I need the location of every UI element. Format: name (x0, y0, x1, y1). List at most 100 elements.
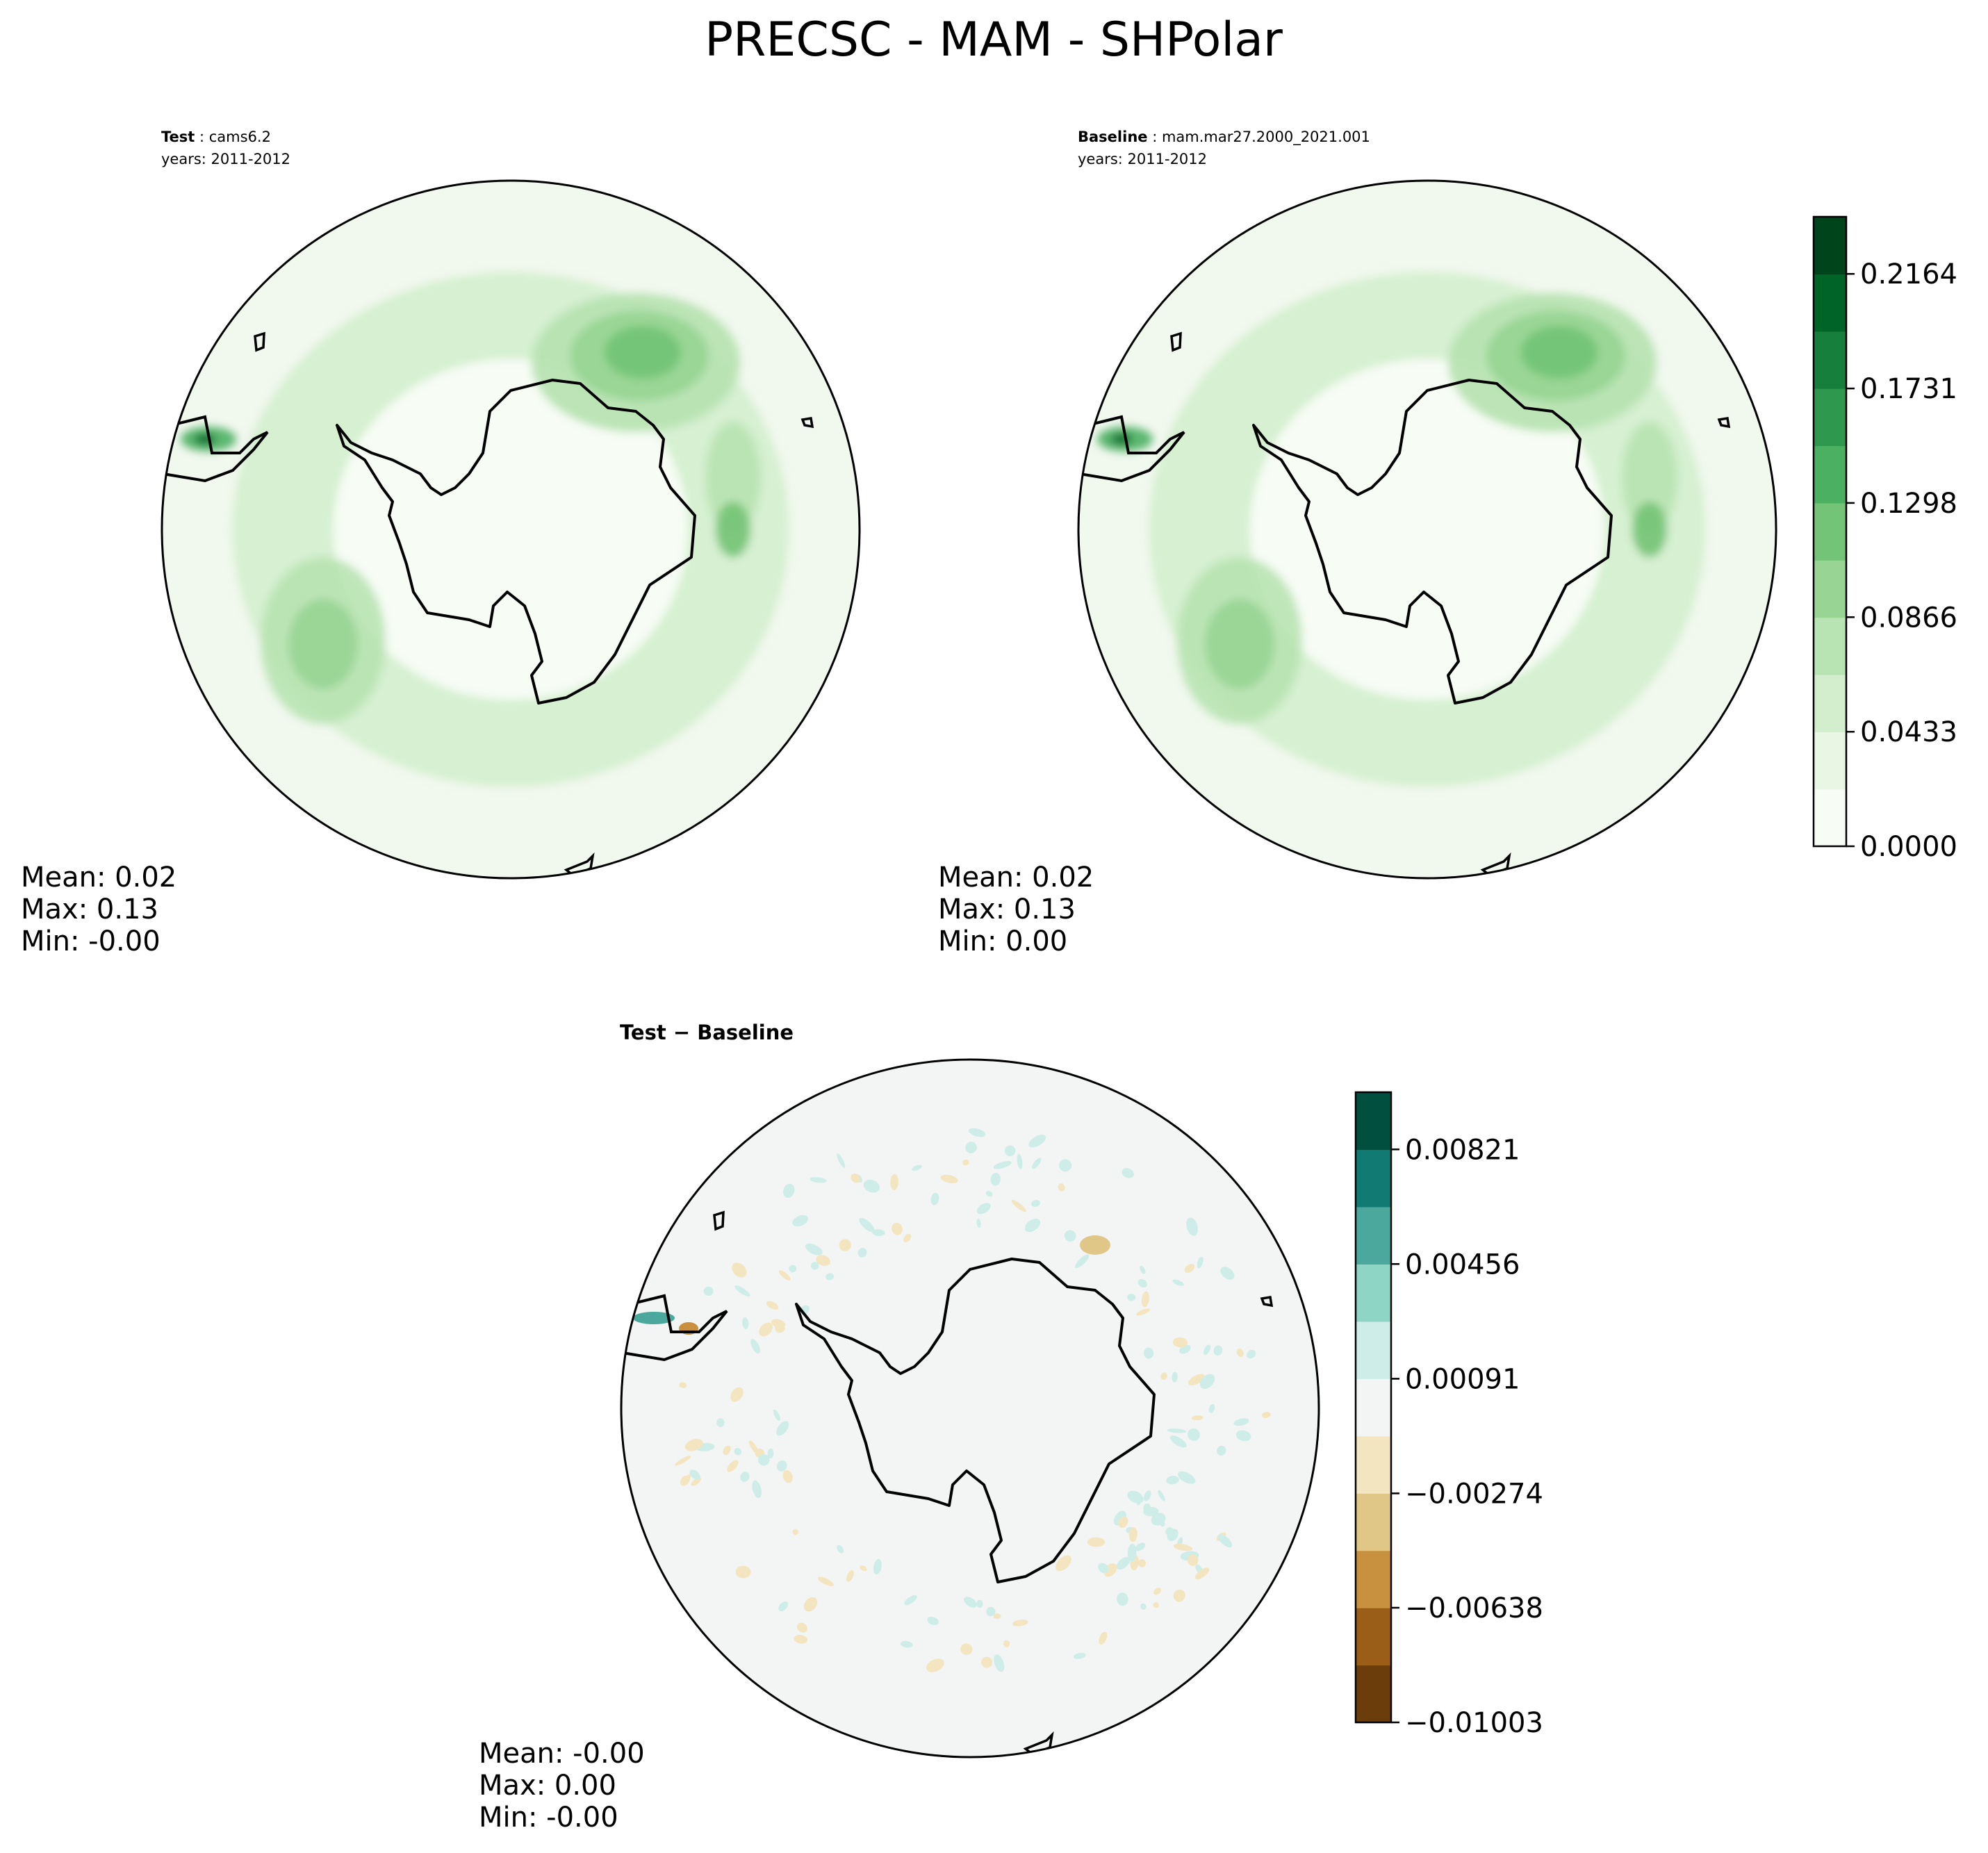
difference-coastline-antarctica (795, 1258, 1156, 1583)
difference-field-patch (976, 1203, 991, 1214)
baseline-coastline-south-america (1078, 415, 1185, 483)
difference-field-patch (1031, 1158, 1042, 1169)
difference-colorbar-segment (1356, 1149, 1391, 1208)
difference-field-patch (1169, 1435, 1187, 1448)
difference-field-patch (776, 1460, 787, 1472)
baseline-map-field (1078, 181, 1776, 878)
difference-field-patch (860, 1565, 867, 1572)
main-colorbar-segment (1814, 388, 1846, 447)
difference-field-patch (679, 1382, 687, 1388)
difference-field-patch (1158, 1490, 1165, 1501)
difference-field-patch (927, 1616, 939, 1625)
baseline-coastline-antarctica (1252, 379, 1613, 705)
main-colorbar-segment (1814, 617, 1846, 675)
difference-field-patch (810, 1261, 819, 1270)
difference-colorbar-segment (1356, 1321, 1391, 1379)
difference-field-patch (792, 1529, 798, 1535)
difference-field-patch (730, 1387, 744, 1402)
difference-field-patch (1199, 1374, 1215, 1389)
difference-field-patch (776, 1421, 789, 1436)
main-colorbar-tick-label: 0.0866 (1860, 602, 1957, 634)
main-colorbar-tick-label: 0.1298 (1860, 488, 1957, 520)
test-field-contour-11 (195, 434, 215, 444)
difference-field-patch (903, 1233, 912, 1243)
difference-field-patch (863, 1179, 880, 1193)
difference-field-patch (740, 1472, 750, 1482)
difference-field-patch (1127, 1543, 1137, 1562)
difference-field-patch (1236, 1348, 1244, 1357)
difference-field-patch (748, 1440, 759, 1455)
difference-colorbar-segment (1356, 1378, 1391, 1437)
difference-field-patch (890, 1173, 898, 1190)
baseline-label: Baseline : mam.mar27.2000_2021.001 (1078, 129, 1370, 146)
difference-field-patch (1172, 1279, 1184, 1286)
test-stat-min: Min: -0.00 (21, 925, 161, 957)
baseline-coastline-island-1 (1170, 331, 1182, 352)
main-colorbar-segment (1814, 274, 1846, 332)
difference-field-patch (993, 1613, 1001, 1620)
difference-colorbar-segment (1356, 1608, 1391, 1666)
difference-field-patch (675, 1456, 691, 1466)
difference-field-patch (1167, 1428, 1187, 1433)
difference-field-patch (1160, 1372, 1167, 1381)
test-years: years: 2011-2012 (161, 151, 290, 167)
test-coastline-island-1 (254, 331, 265, 352)
difference-field-patch (778, 1270, 791, 1280)
difference-field-patch (1220, 1267, 1235, 1280)
difference-field-patch (716, 1418, 725, 1427)
main-colorbar-segment (1814, 560, 1846, 618)
test-field-contour-6 (705, 422, 761, 533)
difference-field-patch (732, 1262, 747, 1278)
main-colorbar-frame (1812, 215, 1848, 848)
difference-field-patch (1208, 1403, 1215, 1413)
difference-field-patch (759, 1322, 773, 1337)
difference-field-patch (1143, 1507, 1159, 1517)
difference-field-patch (1118, 1516, 1128, 1529)
difference-label: Test − Baseline (620, 1021, 794, 1044)
test-label: Test : cams6.2 (161, 129, 271, 145)
baseline-map-boundary (1077, 179, 1777, 880)
test-field-contour-2 (334, 359, 688, 700)
difference-field-patch (1213, 1345, 1223, 1356)
figure-title: PRECSC - MAM - SHPolar (705, 13, 1283, 67)
difference-field-patch (750, 1338, 761, 1354)
main-colorbar-segment (1814, 217, 1846, 274)
difference-field-patch (926, 1658, 944, 1672)
difference-map (620, 1058, 1320, 1759)
difference-field-patch (960, 1643, 973, 1655)
main-colorbar-segment (1814, 331, 1846, 389)
difference-field-patch (734, 1447, 742, 1456)
baseline-stat-min: Min: 0.00 (938, 925, 1067, 957)
difference-field-patch (703, 1286, 714, 1296)
difference-field-patch (986, 1606, 996, 1617)
test-field-contour-7 (716, 502, 750, 557)
difference-field-patch (794, 1635, 808, 1644)
difference-field-patch (775, 1323, 785, 1333)
test-coastline-south-america (162, 415, 269, 483)
difference-field-patch (1122, 1168, 1134, 1178)
difference-field-patch (633, 1312, 675, 1324)
test-stat-max: Max: 0.13 (21, 893, 158, 925)
difference-field-patch (976, 1599, 983, 1608)
difference-colorbar-frame (1354, 1091, 1393, 1724)
test-map (161, 179, 861, 880)
difference-field-patch (803, 1597, 818, 1612)
main-colorbar-segment (1814, 789, 1846, 847)
difference-field-patch (994, 1654, 1005, 1672)
test-label-bold: Test (161, 129, 195, 145)
difference-field-patch (1028, 1135, 1046, 1148)
difference-field-patch (1187, 1554, 1199, 1566)
difference-field-patch (839, 1239, 851, 1251)
difference-field-patch (723, 1445, 731, 1456)
difference-field-patch (689, 1469, 700, 1480)
main-colorbar-tick-label: 0.1731 (1860, 373, 1957, 405)
baseline-field-contour-5 (1521, 326, 1597, 379)
difference-field-patch (857, 1248, 867, 1258)
difference-stat-min: Min: -0.00 (479, 1802, 618, 1834)
difference-field-patch (981, 1656, 993, 1668)
difference-field-patch (1099, 1631, 1108, 1645)
main-colorbar-tick-label: 0.0433 (1860, 716, 1957, 748)
difference-coastline-island-2 (1260, 1295, 1274, 1308)
difference-field-patch (742, 1317, 749, 1330)
difference-field-patch (778, 1601, 789, 1612)
